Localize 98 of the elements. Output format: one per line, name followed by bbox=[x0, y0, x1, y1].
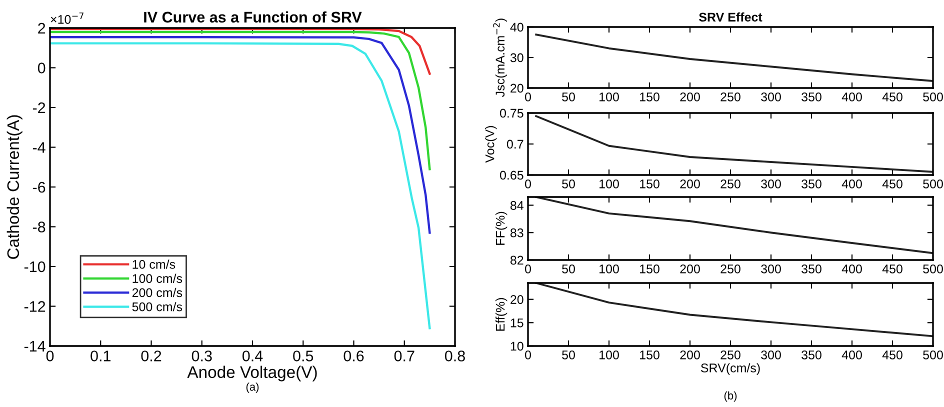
x-tick-label: 350 bbox=[802, 264, 822, 274]
x-tick-label: 350 bbox=[802, 179, 822, 188]
y-tick-label: -6 bbox=[32, 182, 46, 193]
y-tick-label: 0 bbox=[38, 62, 46, 74]
x-tick-label: 0.1 bbox=[90, 350, 110, 362]
x-tick-label: 100 bbox=[600, 179, 619, 188]
line-series bbox=[535, 115, 933, 173]
line-series bbox=[535, 197, 933, 254]
y-tick-label: 0.7 bbox=[506, 140, 524, 149]
x-tick-label: 50 bbox=[562, 92, 575, 102]
chart-title: IV Curve as a Function of SRV bbox=[144, 11, 362, 23]
x-tick-label: 450 bbox=[882, 92, 902, 102]
x-tick-label: 450 bbox=[882, 350, 902, 360]
y-axis-title: Jsc(mA.cm$^{−2}$) bbox=[493, 18, 508, 97]
x-tick-label: 250 bbox=[720, 179, 740, 188]
y-tick-label: 0.75 bbox=[500, 108, 524, 118]
y-tick-label: 82 bbox=[510, 256, 524, 265]
x-tick-label: 100 bbox=[600, 350, 619, 360]
x-tick-label: 0.4 bbox=[242, 350, 263, 362]
line-series bbox=[535, 283, 933, 338]
x-tick-label: 300 bbox=[761, 264, 781, 274]
x-tick-label: 250 bbox=[720, 350, 740, 360]
legend-label: 100 cm/s bbox=[132, 274, 182, 283]
legend-label: 10 cm/s bbox=[132, 260, 176, 269]
x-tick-label: 150 bbox=[640, 264, 660, 274]
x-tick-label: 150 bbox=[640, 350, 660, 360]
y-tick-label: 84 bbox=[510, 201, 524, 210]
x-tick-label: 0.6 bbox=[344, 350, 364, 362]
x-tick-label: 0 bbox=[525, 92, 531, 102]
y-tick-label: -4 bbox=[32, 142, 46, 153]
x-tick-label: 300 bbox=[761, 92, 781, 102]
y-tick-label: 10 bbox=[510, 342, 524, 351]
y-tick-label: -10 bbox=[24, 261, 46, 272]
chart-title: SRV Effect bbox=[699, 12, 762, 22]
x-tick-label: 350 bbox=[802, 350, 822, 360]
x-tick-label: 50 bbox=[562, 264, 575, 274]
x-tick-label: 200 bbox=[680, 179, 700, 188]
line-series bbox=[50, 30, 431, 170]
x-tick-label: 500 bbox=[923, 92, 943, 102]
x-tick-label: 500 bbox=[923, 350, 943, 360]
x-tick-label: 500 bbox=[923, 179, 943, 188]
x-tick-label: 0.2 bbox=[141, 350, 162, 362]
y-tick-label: -8 bbox=[32, 222, 46, 232]
y-tick-label: 20 bbox=[510, 295, 524, 304]
y-tick-label: -12 bbox=[24, 301, 46, 312]
x-tick-label: 200 bbox=[680, 350, 700, 360]
x-tick-label: 400 bbox=[842, 179, 862, 188]
line-series bbox=[50, 42, 431, 330]
x-tick-label: 50 bbox=[562, 179, 575, 188]
y-tick-label: -2 bbox=[32, 102, 46, 114]
line-series bbox=[535, 34, 933, 82]
x-tick-label: 150 bbox=[640, 92, 660, 102]
text: (b) bbox=[724, 391, 737, 402]
y-tick-label: 2 bbox=[38, 22, 46, 34]
x-tick-label: 400 bbox=[842, 92, 862, 102]
x-tick-label: 150 bbox=[640, 179, 660, 188]
text: (a) bbox=[246, 382, 259, 393]
y-tick-label: 0.65 bbox=[500, 170, 524, 180]
x-tick-label: 500 bbox=[923, 264, 943, 274]
x-tick-label: 200 bbox=[680, 264, 700, 274]
x-tick-label: 100 bbox=[600, 264, 619, 274]
y-axis-title: Eff(%) bbox=[496, 298, 508, 331]
x-axis-title: Anode Voltage(V) bbox=[187, 366, 317, 382]
y-tick-label: 20 bbox=[510, 84, 524, 93]
y-tick-label: 83 bbox=[510, 228, 524, 238]
y-axis-title: Voc(V) bbox=[485, 126, 497, 163]
x-tick-label: 0.5 bbox=[293, 350, 314, 362]
x-axis-title: SRV(cm/s) bbox=[700, 363, 760, 375]
x-tick-label: 400 bbox=[842, 350, 862, 360]
x-tick-label: 0.7 bbox=[394, 350, 414, 362]
x-tick-label: 250 bbox=[720, 264, 740, 274]
x-tick-label: 300 bbox=[761, 179, 781, 188]
x-tick-label: 300 bbox=[761, 350, 781, 360]
x-tick-label: 50 bbox=[562, 350, 575, 360]
x-tick-label: 250 bbox=[720, 92, 740, 102]
x-tick-label: 400 bbox=[842, 264, 862, 274]
legend-label: 200 cm/s bbox=[132, 288, 182, 298]
y-axis-title: Cathode Current(A) bbox=[6, 115, 22, 259]
x-tick-label: 0 bbox=[46, 350, 54, 362]
x-tick-label: 200 bbox=[680, 92, 700, 102]
x-tick-label: 0.8 bbox=[444, 350, 465, 362]
x-tick-label: 450 bbox=[882, 179, 902, 188]
x-tick-label: 100 bbox=[600, 92, 619, 102]
x-tick-label: 350 bbox=[802, 92, 822, 102]
line-series bbox=[50, 28, 431, 75]
y-tick-label: 40 bbox=[510, 22, 524, 32]
y-tick-label: -14 bbox=[24, 341, 46, 352]
x-tick-label: 0.3 bbox=[192, 350, 212, 362]
y-tick-label: 15 bbox=[510, 318, 524, 328]
legend-label: 500 cm/s bbox=[132, 302, 182, 312]
x-tick-label: 450 bbox=[882, 264, 902, 274]
x-tick-label: 0 bbox=[525, 179, 531, 188]
y-tick-label: 30 bbox=[510, 53, 524, 62]
y-axis-title: FF(%) bbox=[496, 212, 508, 245]
x-tick-label: 0 bbox=[525, 264, 531, 274]
x-tick-label: 0 bbox=[525, 350, 531, 360]
line-series bbox=[50, 36, 431, 234]
text: ×10$^{−7}$ bbox=[50, 12, 84, 24]
